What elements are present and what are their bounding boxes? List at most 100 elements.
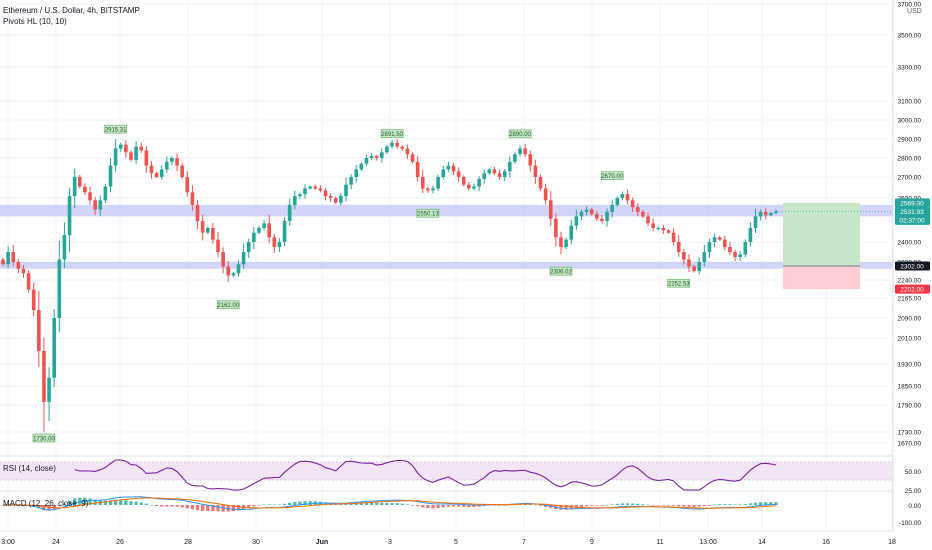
candle-body xyxy=(682,252,686,260)
macd-histogram-bar xyxy=(103,500,107,505)
candle-body xyxy=(605,211,609,221)
macd-histogram-bar xyxy=(206,505,210,511)
currency-label: USD xyxy=(907,8,922,15)
macd-histogram-bar xyxy=(462,505,466,507)
candle-body xyxy=(380,152,384,158)
candle-body xyxy=(72,177,77,197)
macd-histogram-bar xyxy=(712,504,717,506)
candle-body xyxy=(113,148,118,166)
macd-histogram-bar xyxy=(62,503,67,505)
macd-histogram-bar xyxy=(195,505,200,511)
candle-body xyxy=(298,194,302,197)
candle-body xyxy=(180,165,184,177)
candle-body xyxy=(738,254,742,257)
candle-body xyxy=(763,211,768,216)
macd-histogram-bar xyxy=(656,505,660,506)
candle-body xyxy=(400,146,405,149)
macd-histogram-bar xyxy=(641,504,645,505)
candle-body xyxy=(154,173,159,177)
macd-histogram-bar xyxy=(252,505,256,507)
macd-histogram-bar xyxy=(738,504,742,506)
price-tick-label: 2240.00 xyxy=(898,278,922,285)
long-position-tool[interactable] xyxy=(776,202,893,290)
macd-histogram-bar xyxy=(359,502,363,505)
candle-body xyxy=(339,196,343,203)
candle-body xyxy=(369,156,374,158)
candle-body xyxy=(390,142,394,147)
macd-histogram-bar xyxy=(661,505,665,506)
candle-body xyxy=(200,221,205,233)
rsi-label: RSI (14, close) xyxy=(3,464,56,473)
candle-body xyxy=(26,273,31,290)
candle-body xyxy=(328,196,333,198)
candle-body xyxy=(62,235,67,260)
macd-histogram-bar xyxy=(267,504,271,505)
candle-body xyxy=(252,232,256,242)
macd-histogram-bar xyxy=(277,504,282,506)
pivot-label-box xyxy=(600,171,624,180)
macd-histogram-bar xyxy=(482,505,486,507)
time-tick-label: 3 xyxy=(388,539,392,546)
macd-histogram-bar xyxy=(753,502,758,505)
candle-body xyxy=(733,252,737,257)
candle-body xyxy=(190,192,195,205)
price-tag-label: 2302.00 xyxy=(900,264,924,271)
candle-body xyxy=(359,163,364,170)
candle-body xyxy=(472,186,476,189)
candle-body xyxy=(569,225,574,240)
candle-body xyxy=(159,169,164,177)
macd-histogram-bar xyxy=(559,505,563,510)
macd-histogram-bar xyxy=(390,502,394,505)
price-tick-label: 3700.00 xyxy=(898,2,922,9)
candles xyxy=(1,138,778,432)
macd-histogram-bar xyxy=(666,505,671,506)
macd-tick-label: -100.00 xyxy=(899,520,921,527)
candle-body xyxy=(502,171,507,177)
candle-body xyxy=(610,204,614,212)
price-tag-label: 2202.00 xyxy=(900,287,924,294)
macd-histogram-bar xyxy=(728,504,732,505)
macd-histogram-bar xyxy=(160,505,164,507)
macd-histogram-bar xyxy=(119,499,123,505)
macd-histogram-bar xyxy=(114,499,118,505)
price-axis[interactable]: 1670.00 1730.00 1790.00 1850.00 1930.00 2010.… xyxy=(892,0,932,550)
macd-histogram-bar xyxy=(201,505,205,511)
candle-body xyxy=(83,186,87,193)
macd-histogram-bar xyxy=(615,503,619,505)
macd-histogram-bar xyxy=(175,505,179,507)
candle-body xyxy=(482,173,487,179)
candle-body xyxy=(646,216,650,224)
candle-body xyxy=(671,232,676,242)
support-resistance-zones xyxy=(0,204,893,269)
candle-body xyxy=(702,252,707,262)
macd-histogram-bar xyxy=(631,503,635,505)
price-tick-label: 2900.00 xyxy=(898,137,922,144)
candle-body xyxy=(769,212,773,216)
macd-histogram-bar xyxy=(605,504,609,506)
macd-histogram-bar xyxy=(339,503,343,505)
macd-histogram-bar xyxy=(170,505,174,507)
candle-body xyxy=(707,242,712,252)
macd-histogram-bar xyxy=(298,501,302,505)
pivot-label: 2162.00 xyxy=(217,303,239,309)
price-tag xyxy=(895,261,930,271)
candle-body xyxy=(374,156,379,158)
time-tick-label: 28 xyxy=(184,539,192,546)
candle-body xyxy=(344,184,348,197)
macd-histogram-bar xyxy=(165,505,169,507)
candle-body xyxy=(728,247,732,252)
time-tick-label: 16 xyxy=(822,539,830,546)
time-axis[interactable]: 3:00 24 26 28 30 Jun 3 5 7 9 11 13:00 14 16 18 xyxy=(1,539,896,546)
candle-body xyxy=(548,200,553,219)
candle-body xyxy=(52,318,56,378)
candle-body xyxy=(405,148,410,155)
macd-histogram-bar xyxy=(451,505,456,507)
macd-histogram-bar xyxy=(154,505,159,507)
macd-histogram-bar xyxy=(180,505,184,508)
candle-body xyxy=(426,188,430,191)
candle-body xyxy=(129,152,133,160)
price-tick-label: 2800.00 xyxy=(898,156,922,163)
price-tick-label: 3500.00 xyxy=(898,33,922,40)
candle-body xyxy=(436,177,440,189)
